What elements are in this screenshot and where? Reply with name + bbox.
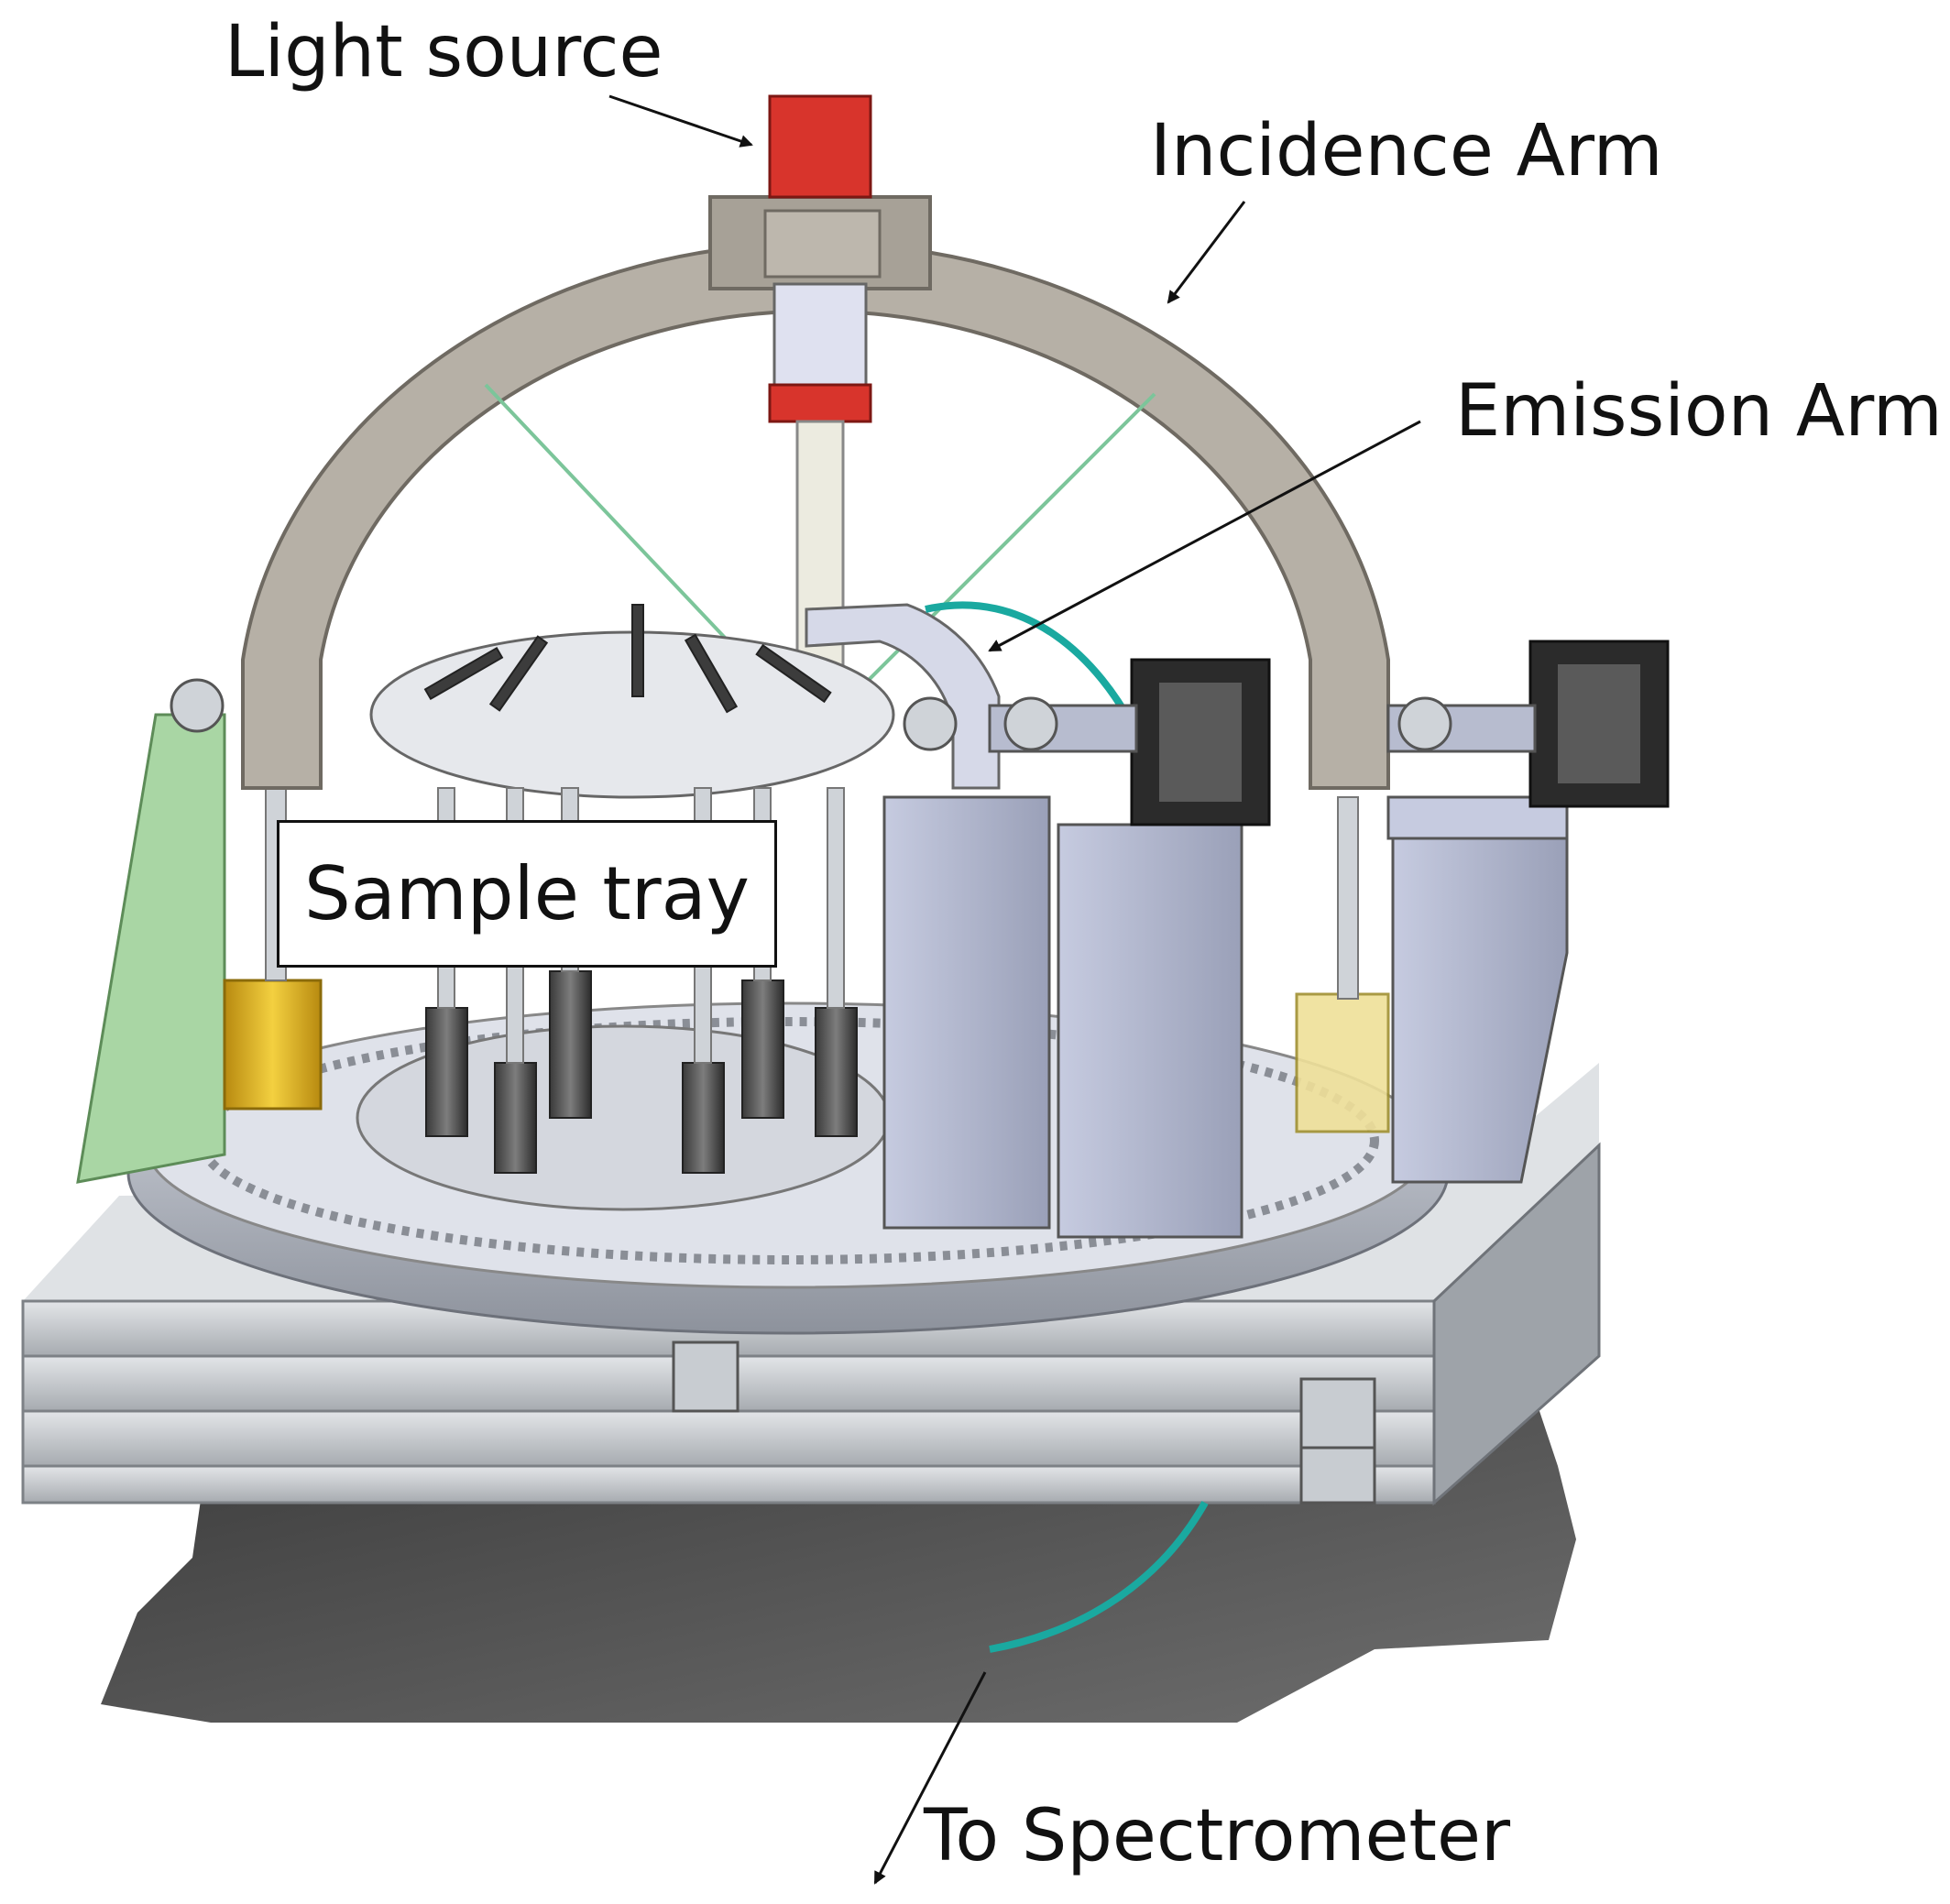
label-sample-tray-box: Sample tray (277, 820, 777, 968)
label-sample-tray: Sample tray (303, 851, 750, 936)
green-support-block (76, 713, 226, 1184)
gold-counterweight-right (1295, 992, 1390, 1133)
incidence-arm-shape (241, 241, 1390, 790)
stepper-motors (170, 640, 1670, 826)
label-incidence-arm: Incidence Arm (1150, 110, 1663, 192)
fiber-cable-to-spectrometer (989, 1501, 1209, 1653)
light-source-unit (768, 94, 872, 698)
label-emission-arm: Emission Arm (1455, 370, 1943, 453)
label-to-spectrometer: To Spectrometer (924, 1795, 1511, 1877)
rotation-ring (126, 1001, 1450, 1335)
emission-arm-shape (805, 603, 1001, 790)
label-light-source: Light source (225, 11, 663, 93)
gold-counterweight-left (223, 979, 323, 1111)
annotation-arrows (608, 94, 1421, 1885)
motor-housings (882, 795, 1569, 1239)
